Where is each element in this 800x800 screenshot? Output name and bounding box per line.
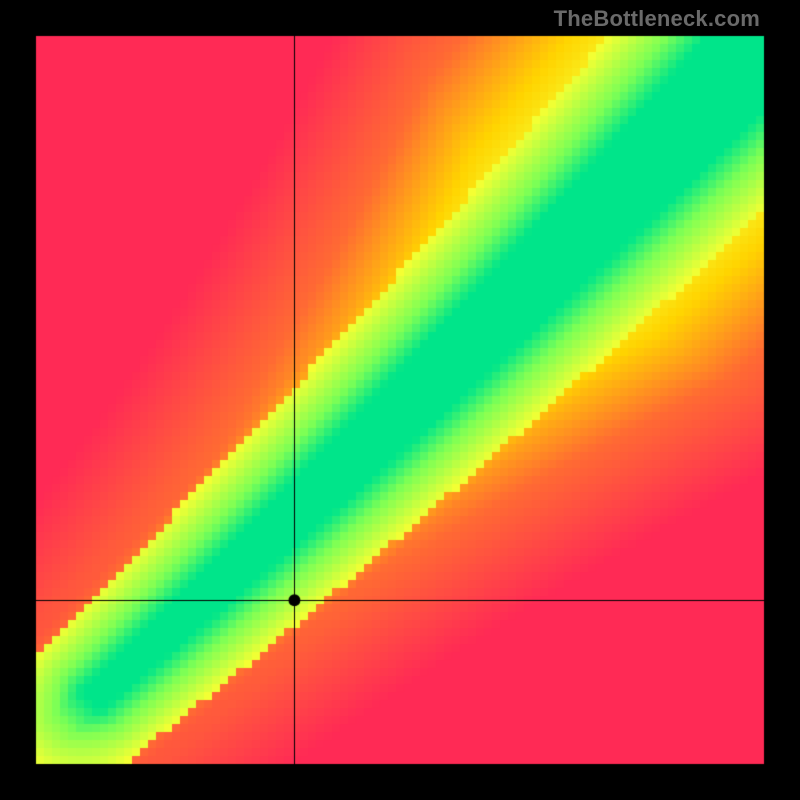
- bottleneck-heatmap: [0, 0, 800, 800]
- watermark-text: TheBottleneck.com: [554, 6, 760, 32]
